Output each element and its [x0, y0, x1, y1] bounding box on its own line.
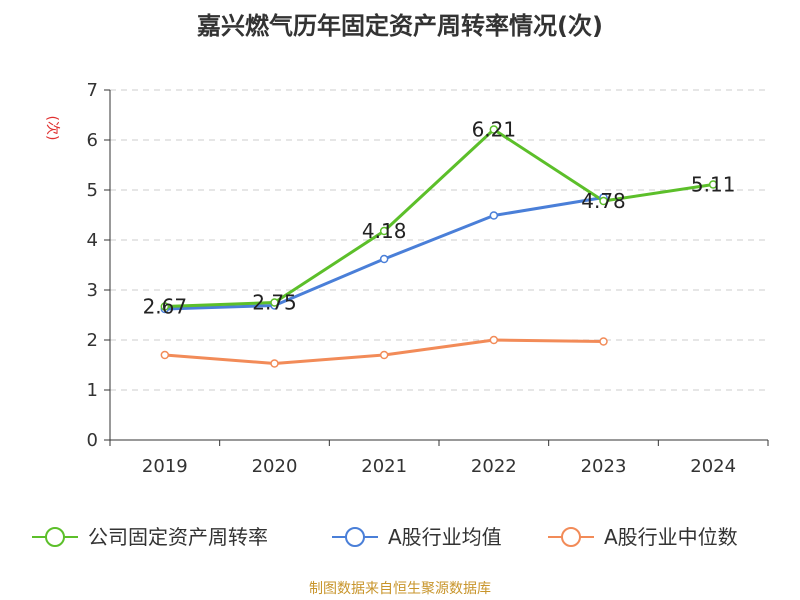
- legend-label: A股行业中位数: [604, 525, 738, 549]
- y-tick-label: 6: [87, 130, 98, 151]
- y-tick-label: 1: [87, 380, 98, 401]
- data-point: [489, 211, 499, 220]
- series-points: [160, 125, 718, 368]
- data-point: [489, 335, 499, 345]
- y-axis-label: (次): [44, 116, 60, 141]
- data-label: 5.11: [691, 173, 736, 197]
- data-point: [379, 350, 389, 360]
- data-point: [599, 196, 608, 206]
- legend: 公司固定资产周转率 A股行业均值 A股行业中位数: [32, 525, 738, 549]
- y-tick-label: 7: [87, 80, 98, 101]
- data-label: 4.18: [362, 219, 407, 243]
- data-point: [379, 254, 389, 264]
- x-tick-label: 2019: [142, 456, 188, 477]
- y-tick-label: 4: [87, 230, 98, 251]
- data-label: 2.67: [143, 295, 188, 319]
- data-label: 4.78: [581, 189, 626, 213]
- series-line: [164, 128, 714, 308]
- data-point: [379, 226, 389, 236]
- x-tick-label: 2023: [581, 456, 627, 477]
- y-tick-label: 5: [87, 180, 98, 201]
- grid-lines: [110, 89, 768, 391]
- data-label: 2.75: [252, 291, 297, 315]
- data-point: [160, 350, 170, 360]
- series-lines: [164, 128, 714, 365]
- legend-label: 公司固定资产周转率: [88, 525, 268, 549]
- x-tick-label: 2024: [690, 456, 736, 477]
- x-tick-label: 2020: [252, 456, 298, 477]
- data-point: [489, 125, 499, 134]
- x-tick-label: 2022: [471, 456, 517, 477]
- y-tick-label: 2: [87, 330, 98, 351]
- legend-marker: [345, 527, 365, 547]
- data-point: [160, 302, 170, 311]
- legend-marker: [561, 527, 581, 547]
- legend-label: A股行业均值: [388, 525, 502, 549]
- axes: 0 1 2 3 4 5 6 7 2019 2020 2021 2022 2023 2024 (次): [44, 80, 769, 477]
- data-point: [270, 359, 279, 368]
- x-tick-label: 2021: [361, 456, 407, 477]
- y-tick-label: 3: [87, 280, 98, 301]
- data-point: [599, 337, 608, 346]
- data-point: [708, 180, 718, 189]
- data-label: 6.21: [472, 118, 517, 142]
- y-tick-label: 0: [87, 430, 98, 451]
- data-point: [270, 298, 279, 307]
- data-labels: 2.67 2.75 4.18 6.21 4.78 5.11: [143, 118, 736, 319]
- source-note: 制图数据来自恒生聚源数据库: [309, 581, 491, 597]
- legend-marker: [45, 527, 65, 547]
- series-line: [164, 196, 604, 311]
- chart-title: 嘉兴燃气历年固定资产周转率情况(次): [197, 12, 603, 40]
